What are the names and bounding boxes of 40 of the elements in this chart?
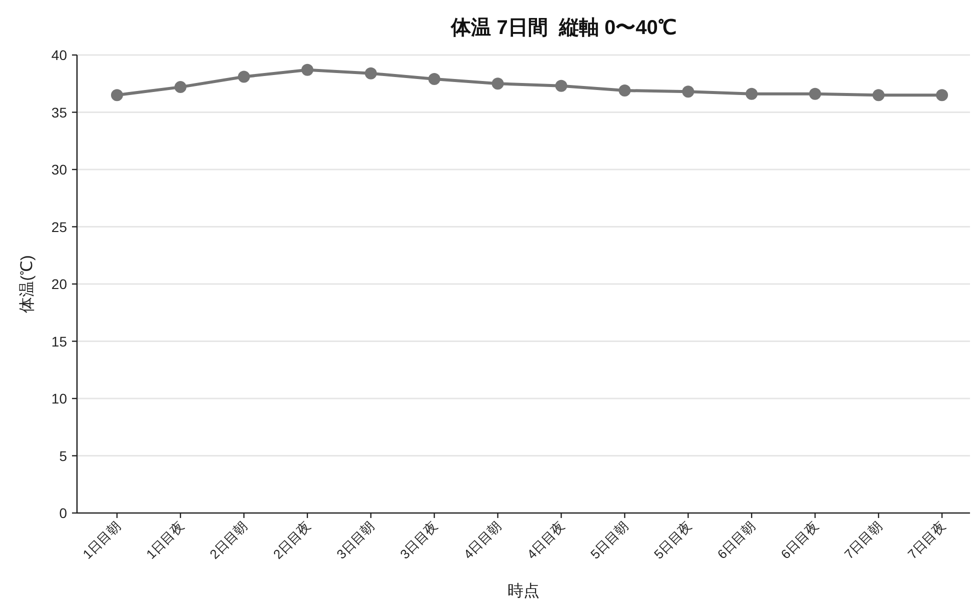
point [746, 88, 758, 100]
y-tick-label: 30 [51, 162, 68, 178]
point [936, 89, 948, 102]
x-tick-label: 2日目朝 [206, 518, 250, 562]
x-tick-label: 7日目朝 [841, 518, 885, 562]
x-tick-label: 2日目夜 [270, 518, 314, 562]
point [492, 78, 504, 90]
x-tick-label: 1日目夜 [143, 518, 187, 562]
x-tick-label: 1日目朝 [80, 518, 124, 562]
x-tick-label: 5日目朝 [588, 518, 631, 562]
x-tick-label: 4日目夜 [524, 518, 568, 562]
y-tick-label: 35 [51, 104, 68, 120]
x-tick-label: 4日目朝 [460, 518, 504, 562]
point [809, 88, 822, 100]
y-tick-label: 10 [51, 390, 68, 406]
y-tick-label: 15 [51, 333, 68, 350]
y-axis-title: 体温(℃) [19, 255, 36, 313]
point [555, 80, 568, 92]
x-tick-label: 3日目夜 [397, 518, 440, 562]
point [682, 86, 694, 98]
x-tick-label: 3日目朝 [334, 518, 377, 562]
y-tick-label: 40 [51, 47, 68, 63]
point [618, 84, 631, 96]
y-tick-label: 0 [59, 505, 68, 521]
x-tick-label: 6日目夜 [778, 518, 822, 562]
point [174, 81, 186, 94]
point [364, 67, 377, 80]
x-tick-label: 6日目朝 [714, 518, 758, 562]
y-tick-label: 20 [51, 276, 68, 292]
point [238, 70, 250, 83]
x-axis-title: 時点 [508, 582, 540, 600]
point [301, 64, 314, 76]
y-tick-label: 25 [51, 218, 68, 235]
point [428, 73, 440, 86]
point [872, 89, 885, 102]
x-tick-label: 7日目夜 [904, 518, 948, 562]
x-tick-label: 5日目夜 [650, 518, 694, 562]
y-tick-label: 5 [59, 448, 68, 464]
chart-title: 体温 7日間 縦軸 0〜40℃ [450, 17, 676, 39]
point [111, 89, 123, 102]
